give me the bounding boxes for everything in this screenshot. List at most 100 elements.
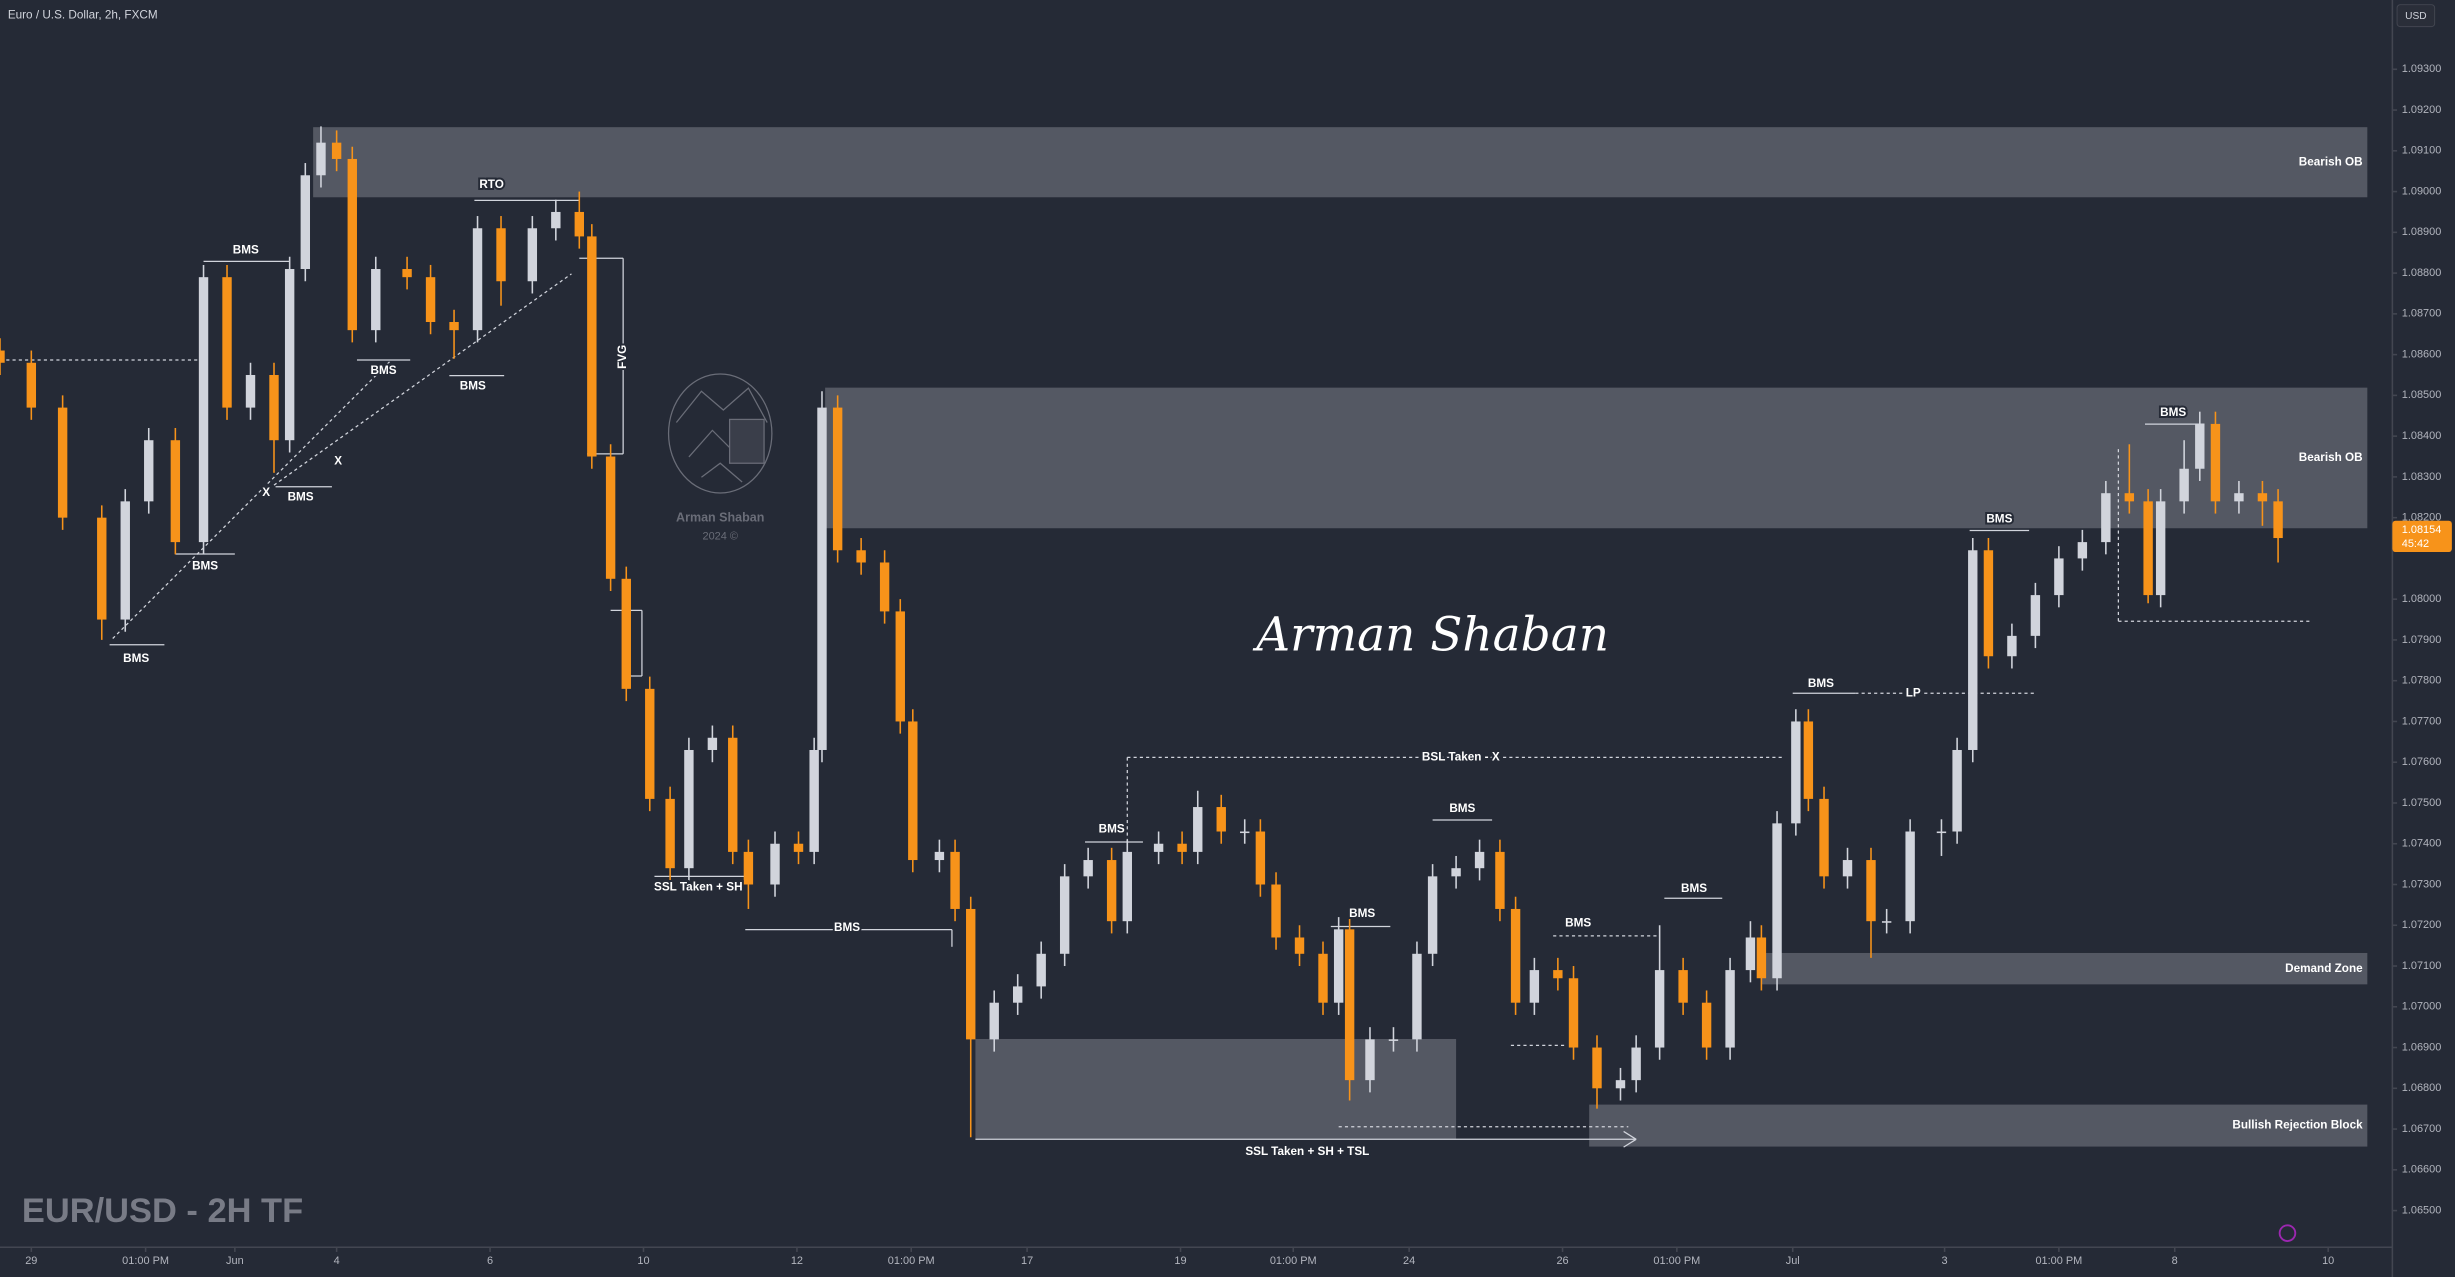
- candle-body: [2257, 493, 2268, 502]
- countdown: 45:42: [2402, 538, 2429, 550]
- x-tick-label: 10: [2322, 1255, 2334, 1267]
- candle-body: [1701, 1002, 1712, 1048]
- candle-body: [496, 228, 506, 282]
- candle-body: [2124, 493, 2135, 502]
- candle-body: [1592, 1047, 1602, 1089]
- zone-label: Bullish Rejection Block: [2232, 1119, 2363, 1132]
- candle-body: [1412, 953, 1422, 1040]
- candle-body: [1819, 798, 1829, 877]
- x-tick-label: Jul: [1786, 1255, 1800, 1267]
- candle-body: [1553, 970, 1563, 979]
- zone-label: Bearish OB: [2299, 155, 2363, 168]
- candle-body: [2101, 493, 2111, 543]
- candle-body: [1427, 876, 1438, 954]
- candle-body: [1388, 1039, 1399, 1041]
- x-tick-label: 6: [487, 1255, 493, 1267]
- candle-body: [832, 407, 843, 551]
- candle-body: [574, 211, 585, 237]
- candle-body: [1153, 843, 1164, 852]
- y-tick-label: 1.08200: [2402, 512, 2442, 524]
- y-tick-label: 1.08500: [2402, 389, 2442, 401]
- x-tick-label: 3: [1942, 1255, 1948, 1267]
- y-tick-label: 1.07900: [2402, 634, 2442, 646]
- candle-body: [1756, 937, 1767, 979]
- y-tick-label: 1.07100: [2402, 960, 2442, 972]
- y-tick-label: 1.06600: [2402, 1164, 2442, 1176]
- candle-body: [2054, 558, 2064, 596]
- annotation: BMS: [288, 491, 314, 504]
- x-tick-label: 01:00 PM: [1653, 1255, 1700, 1267]
- candle-body: [2077, 542, 2088, 559]
- candle-body: [989, 1002, 999, 1040]
- annotation: BMS: [1349, 907, 1375, 920]
- zone: [1589, 1104, 2368, 1147]
- candle-body: [1952, 749, 1962, 832]
- candle-body: [1631, 1047, 1641, 1081]
- annotation: SSL Taken + SH + TSL: [1245, 1145, 1369, 1158]
- candle-body: [1791, 721, 1801, 824]
- candle-body: [856, 550, 866, 563]
- watermark-note: 2024 ©: [702, 531, 737, 543]
- annotation-line: [1623, 1138, 1637, 1148]
- candle-body: [144, 440, 154, 502]
- candle-body: [621, 578, 631, 689]
- candle-body: [1495, 851, 1505, 909]
- candle-body: [1059, 876, 1070, 954]
- candle-body: [1240, 831, 1250, 834]
- candle-body: [551, 211, 561, 229]
- y-tick-label: 1.07600: [2402, 756, 2442, 768]
- candle-body: [0, 350, 5, 363]
- candle-body: [1013, 986, 1023, 1003]
- candle-body: [809, 749, 819, 852]
- y-tick-label: 1.06900: [2402, 1041, 2442, 1053]
- x-tick-label: 12: [791, 1255, 803, 1267]
- x-tick-label: 4: [334, 1255, 340, 1267]
- annotation: BMS: [1099, 823, 1125, 836]
- watermark-name: Arman Shaban: [676, 510, 764, 524]
- watermark-logo: [667, 373, 773, 494]
- candle-body: [793, 843, 804, 852]
- candle-body: [908, 721, 918, 861]
- annotation: BMS: [1565, 916, 1591, 929]
- annotation: LP: [1906, 686, 1921, 699]
- candle-body: [120, 501, 130, 620]
- last-price-label: 1.08154: [2402, 524, 2442, 536]
- annotation-line: [1623, 1130, 1637, 1140]
- candle-body: [26, 362, 37, 408]
- candle-body: [1905, 831, 1915, 922]
- candle-body: [347, 158, 357, 331]
- candle-body: [1474, 851, 1485, 869]
- candle-body: [245, 374, 256, 408]
- annotation: FVG: [616, 345, 629, 369]
- last-price-tag: [2392, 520, 2452, 553]
- annotation: BMS: [1681, 882, 1707, 895]
- candle-body: [472, 228, 483, 331]
- annotation: BMS: [1808, 677, 1834, 690]
- candle-body: [222, 277, 232, 408]
- axes: 1.06500 1.06600 1.06700 1.06800 1.06900 1.070…: [25, 63, 2452, 1267]
- candle-body: [934, 851, 945, 861]
- annotation: BMS: [1986, 513, 2012, 526]
- candle-body: [1106, 860, 1117, 922]
- candle-body: [1654, 970, 1665, 1048]
- chart-label: EUR/USD - 2H TF: [22, 1192, 303, 1230]
- y-tick-label: 1.09300: [2402, 63, 2442, 75]
- candle-body: [2143, 501, 2153, 596]
- candle-body: [895, 611, 905, 722]
- annotation: X: [334, 455, 342, 468]
- candle-body: [1568, 978, 1579, 1048]
- x-tick-label: 24: [1403, 1255, 1415, 1267]
- y-tick-label: 1.08700: [2402, 308, 2442, 320]
- candle-body: [284, 269, 295, 441]
- y-tick-label: 1.07200: [2402, 919, 2442, 931]
- y-tick-label: 1.07300: [2402, 878, 2442, 890]
- candle-body: [1177, 843, 1187, 852]
- candle-body: [402, 269, 412, 278]
- candle-body: [1745, 937, 1756, 971]
- candle-body: [665, 798, 675, 869]
- y-tick-label: 1.08000: [2402, 593, 2442, 605]
- candle-body: [1333, 929, 1344, 1003]
- icon[interactable]: [2278, 1224, 2297, 1242]
- candle-body: [587, 236, 597, 457]
- candle-body: [1451, 868, 1461, 877]
